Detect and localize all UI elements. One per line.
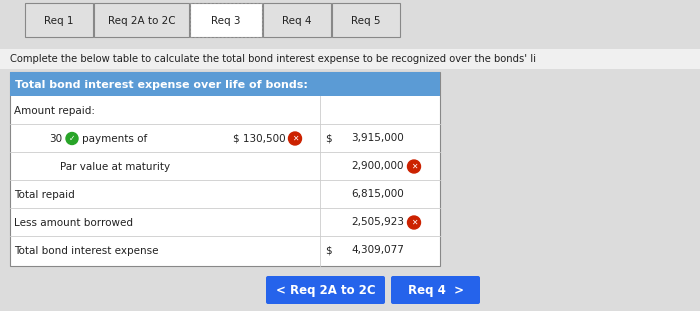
Circle shape [407, 160, 421, 173]
FancyBboxPatch shape [0, 49, 700, 69]
Text: $: $ [325, 245, 332, 256]
Text: Req 3: Req 3 [211, 16, 241, 26]
Text: ✕: ✕ [411, 218, 417, 227]
Text: Req 2A to 2C: Req 2A to 2C [108, 16, 175, 26]
Text: Amount repaid:: Amount repaid: [14, 105, 95, 115]
Text: 2,900,000: 2,900,000 [351, 161, 404, 171]
Text: $ 130,500: $ 130,500 [233, 133, 286, 143]
Circle shape [288, 132, 302, 145]
Text: Req 1: Req 1 [44, 16, 74, 26]
FancyBboxPatch shape [94, 3, 189, 37]
FancyBboxPatch shape [10, 72, 440, 96]
FancyBboxPatch shape [190, 3, 262, 37]
Circle shape [407, 216, 421, 229]
Text: 6,815,000: 6,815,000 [351, 189, 404, 199]
Text: ✕: ✕ [292, 134, 298, 143]
Text: 30: 30 [49, 133, 62, 143]
Text: ✕: ✕ [411, 162, 417, 171]
FancyBboxPatch shape [266, 276, 385, 304]
Text: 4,309,077: 4,309,077 [351, 245, 404, 256]
Text: < Req 2A to 2C: < Req 2A to 2C [276, 284, 375, 297]
Text: ✓: ✓ [69, 134, 75, 143]
Text: Total bond interest expense over life of bonds:: Total bond interest expense over life of… [15, 80, 308, 90]
FancyBboxPatch shape [263, 3, 331, 37]
Text: Total repaid: Total repaid [14, 189, 75, 199]
Text: Req 5: Req 5 [351, 16, 381, 26]
Text: Req 4: Req 4 [282, 16, 312, 26]
Text: Req 4  >: Req 4 > [407, 284, 463, 297]
Text: payments of: payments of [82, 133, 147, 143]
Text: Par value at maturity: Par value at maturity [60, 161, 170, 171]
Circle shape [66, 132, 78, 145]
Text: $: $ [325, 133, 332, 143]
Text: Total bond interest expense: Total bond interest expense [14, 245, 158, 256]
Text: Less amount borrowed: Less amount borrowed [14, 217, 133, 228]
Text: 2,505,923: 2,505,923 [351, 217, 404, 228]
FancyBboxPatch shape [10, 72, 440, 266]
Text: 3,915,000: 3,915,000 [351, 133, 404, 143]
FancyBboxPatch shape [332, 3, 400, 37]
Text: Complete the below table to calculate the total bond interest expense to be reco: Complete the below table to calculate th… [10, 54, 536, 64]
FancyBboxPatch shape [25, 3, 93, 37]
FancyBboxPatch shape [391, 276, 480, 304]
